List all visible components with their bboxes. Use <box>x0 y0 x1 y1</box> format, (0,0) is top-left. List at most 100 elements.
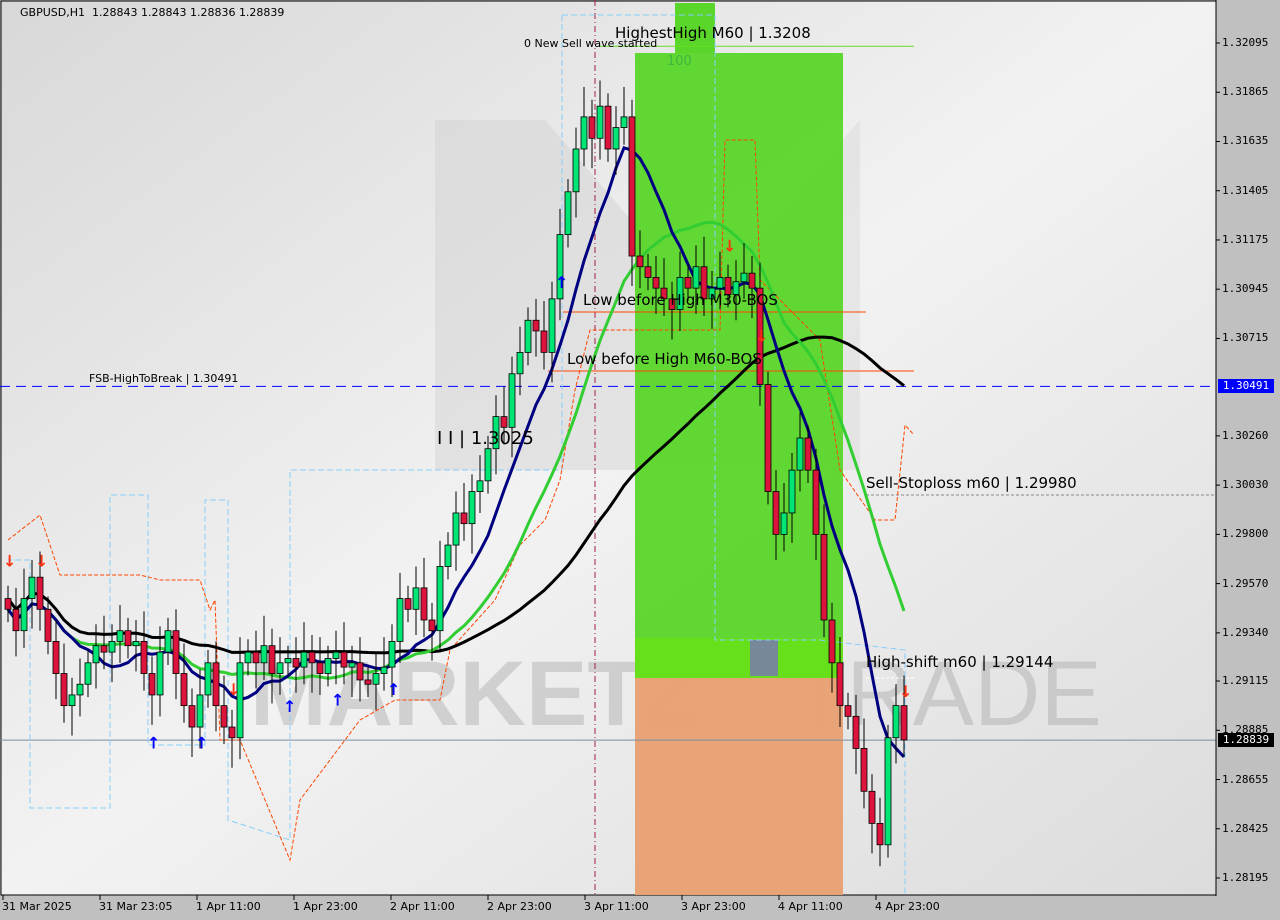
time-tick: 3 Apr 23:00 <box>681 900 746 913</box>
bear-candle-body <box>180 673 188 707</box>
buy-arrow-icon: ↑ <box>283 697 296 716</box>
bull-candle-body <box>484 448 492 482</box>
bull-candle-body <box>548 298 556 353</box>
bear-candle-body <box>268 645 276 674</box>
candle <box>92 624 100 689</box>
candle <box>348 645 356 698</box>
bull-candle-body <box>476 480 484 492</box>
bear-candle-body <box>4 598 12 610</box>
symbol-label: GBPUSD,H1 <box>20 6 85 19</box>
bull-candle-body <box>596 105 604 139</box>
sell-arrow-icon: ↓ <box>723 237 736 256</box>
bear-candle-body <box>868 790 876 824</box>
candle <box>612 106 620 175</box>
candle <box>212 641 220 732</box>
price-tick: 1.29800 <box>1222 527 1269 541</box>
bear-candle-body <box>828 619 836 664</box>
candle <box>700 236 708 316</box>
candle <box>108 624 116 683</box>
candle <box>132 619 140 672</box>
candle <box>28 560 36 629</box>
candle <box>228 709 236 768</box>
candle <box>564 178 572 248</box>
channel-right <box>562 14 906 895</box>
bull-candle-body <box>156 651 164 696</box>
price-tick: 1.28425 <box>1222 821 1269 835</box>
candle <box>44 596 52 655</box>
bull-candle-body <box>332 651 340 659</box>
bull-candle-body <box>324 658 332 674</box>
bull-candle-body <box>412 587 420 610</box>
candle <box>804 425 812 483</box>
candle <box>372 652 380 710</box>
candle <box>316 637 324 695</box>
sell-arrow-icon: ↓ <box>755 327 768 346</box>
candle <box>148 656 156 725</box>
bear-candle-body <box>100 645 108 653</box>
bear-candle-body <box>340 651 348 668</box>
bear-candle-body <box>876 822 884 846</box>
bull-candle-body <box>780 512 788 535</box>
bull-candle-body <box>244 651 252 664</box>
candle <box>788 453 796 543</box>
bull-candle-body <box>388 641 396 668</box>
current-price-tag: 1.28839 <box>1218 733 1274 747</box>
candle <box>380 637 388 691</box>
candle <box>116 605 124 663</box>
level-13025-label: I I | 1.3025 <box>437 428 534 449</box>
bear-candle-body <box>52 641 60 674</box>
candle <box>764 371 772 505</box>
time-tick: 2 Apr 23:00 <box>487 900 552 913</box>
bear-candle-body <box>684 277 692 289</box>
candle <box>852 694 860 775</box>
candle <box>452 491 460 571</box>
candle <box>76 658 84 717</box>
bear-candle-body <box>668 298 676 310</box>
candle <box>724 264 732 308</box>
price-tick: 1.32095 <box>1222 36 1269 49</box>
candle <box>436 540 444 653</box>
bear-candle-body <box>804 437 812 471</box>
buy-arrow-icon: ↑ <box>331 691 344 710</box>
bull-candle-body <box>524 319 532 353</box>
bull-candle-body <box>732 281 740 295</box>
candle <box>836 637 844 728</box>
bull-candle-body <box>884 737 892 846</box>
highest-high-label: HighestHigh M60 | 1.3208 <box>615 24 811 42</box>
candle <box>252 630 260 689</box>
candle <box>508 356 516 458</box>
bull-candle-body <box>196 694 204 728</box>
candle <box>660 258 668 316</box>
bear-candle-body <box>748 272 756 289</box>
candle <box>324 645 332 687</box>
zones <box>635 3 843 895</box>
time-tick: 2 Apr 11:00 <box>390 900 455 913</box>
bear-candle-body <box>220 705 228 728</box>
candle <box>12 587 20 657</box>
bear-candle-body <box>148 673 156 696</box>
bull-candle-body <box>348 662 356 668</box>
level-100-label: 100 <box>667 54 692 69</box>
m30-bos-label: Low before High M30-BOS <box>583 291 778 309</box>
candle <box>644 253 652 291</box>
bear-candle-body <box>628 116 636 257</box>
candle <box>124 617 132 659</box>
zone-orange <box>635 678 843 895</box>
price-tick: 1.29340 <box>1222 625 1269 639</box>
candle <box>180 643 188 723</box>
bull-candle-body <box>116 630 124 642</box>
bear-candle-body <box>420 587 428 621</box>
new-sell-wave-label: 0 New Sell wave started <box>524 37 658 50</box>
bear-candle-body <box>44 608 52 642</box>
bear-candle-body <box>764 384 772 492</box>
bear-candle-body <box>124 630 132 647</box>
time-tick: 31 Mar 23:05 <box>99 900 173 913</box>
bear-candle-body <box>172 630 180 674</box>
bull-candle-body <box>436 566 444 632</box>
sell-arrow-icon: ↓ <box>35 551 48 570</box>
candle <box>60 643 68 723</box>
bull-candle-body <box>564 191 572 236</box>
price-tick: 1.31635 <box>1222 134 1269 148</box>
candle <box>276 637 284 695</box>
